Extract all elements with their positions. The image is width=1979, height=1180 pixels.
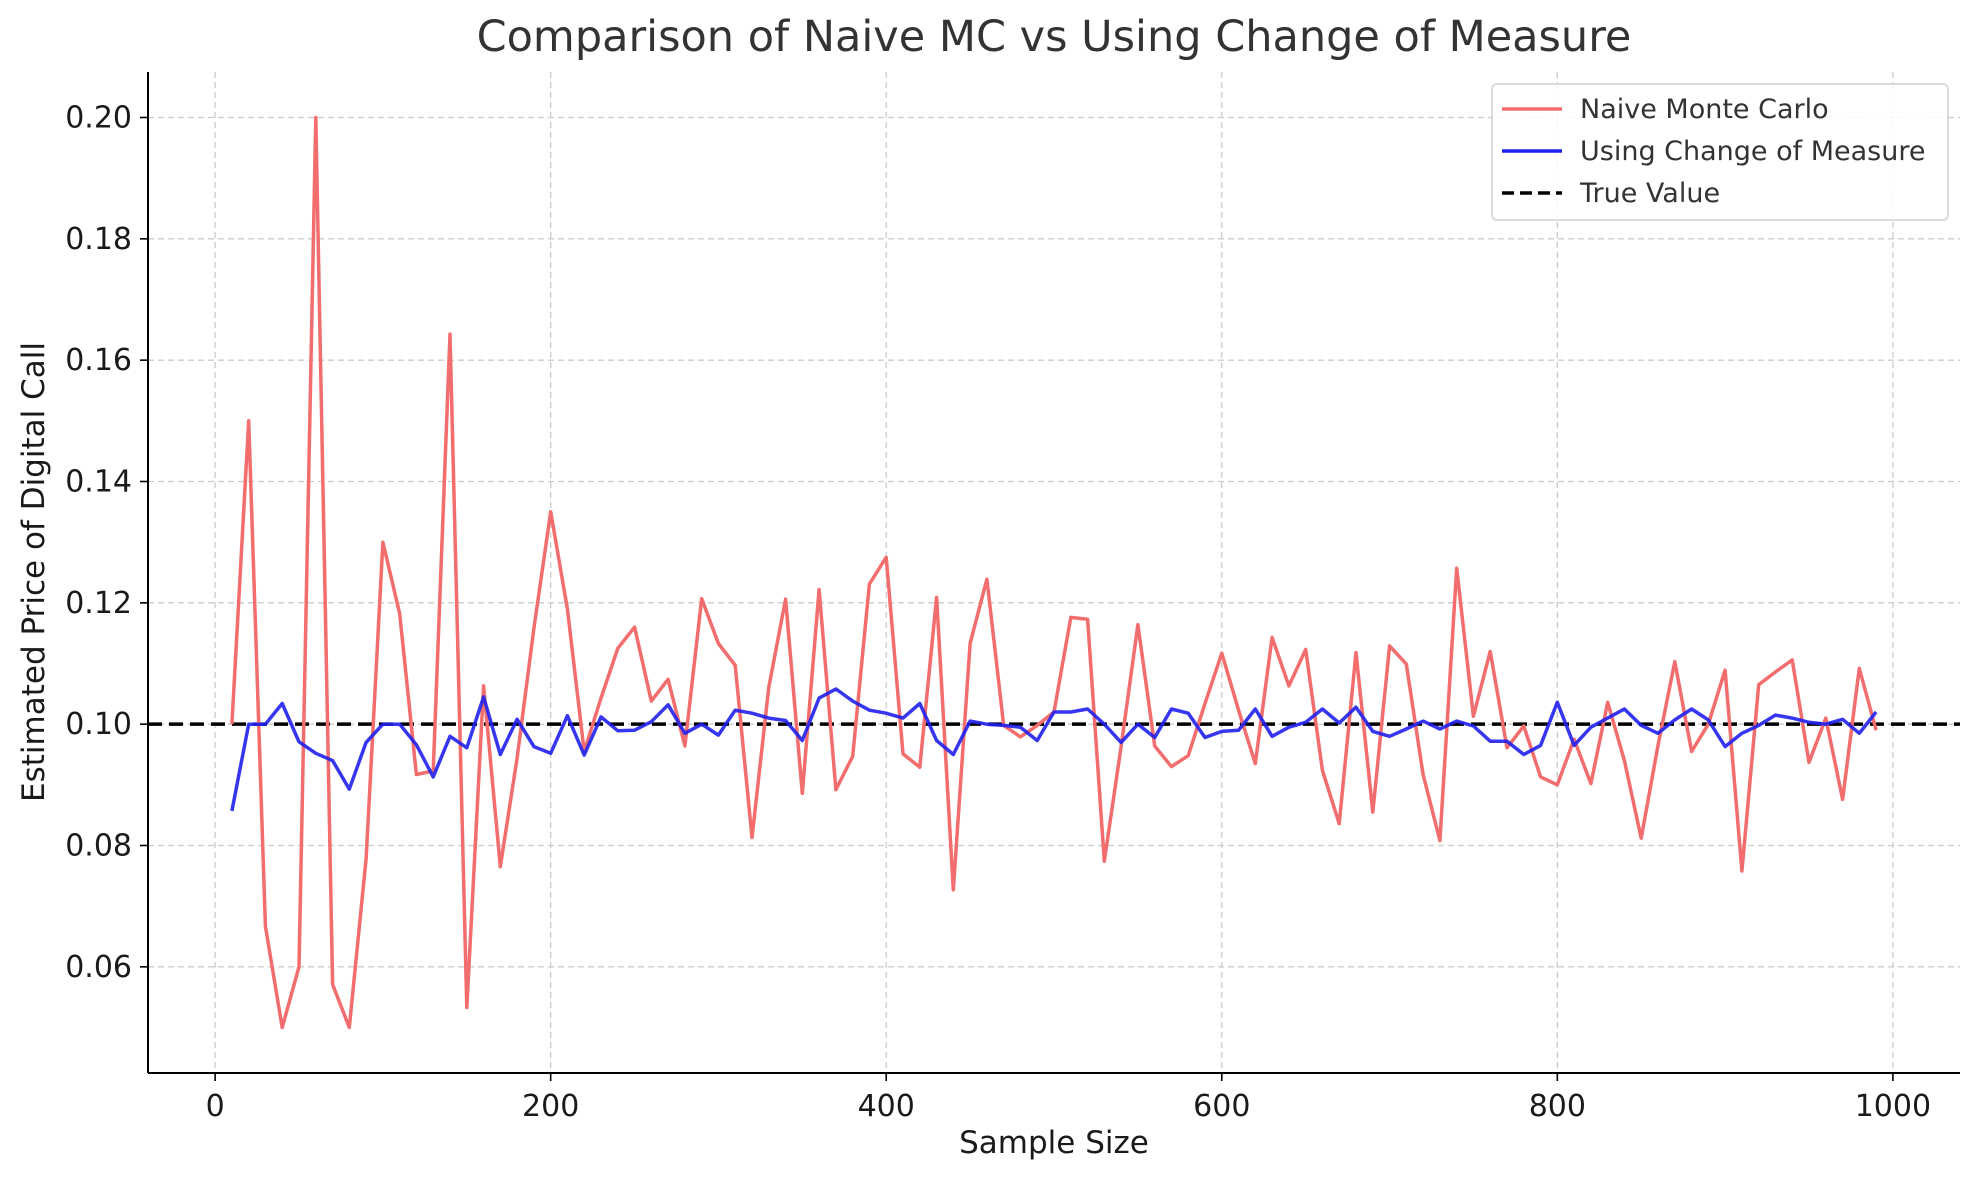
legend: Naive Monte Carlo Using Change of Measure…	[1491, 83, 1949, 221]
tick-labels: 0 200 400 600 800 1000 0.06 0.08 0.10 0.12 0.14 0.1…	[65, 101, 1931, 1125]
chart-title: Comparison of Naive MC vs Using Change o…	[477, 12, 1632, 62]
y-tick-label: 0.12	[65, 586, 132, 621]
legend-box	[1491, 83, 1949, 221]
x-tick-label: 200	[522, 1089, 579, 1124]
using-change-of-measure-line	[230, 687, 1878, 812]
legend-label: Using Change of Measure	[1580, 136, 1925, 167]
x-tick-label: 0	[206, 1089, 225, 1124]
y-tick-label: 0.16	[65, 343, 132, 378]
x-tick-label: 800	[1529, 1089, 1586, 1124]
legend-label: Naive Monte Carlo	[1580, 94, 1829, 125]
y-axis-label: Estimated Price of Digital Call	[16, 342, 52, 802]
y-tick-label: 0.08	[65, 829, 132, 864]
series-group	[230, 115, 1878, 1030]
x-tick-label: 400	[858, 1089, 915, 1124]
y-tick-label: 0.20	[65, 101, 132, 136]
y-tick-label: 0.06	[65, 950, 132, 985]
x-tick-label: 1000	[1855, 1089, 1931, 1124]
axes	[140, 72, 1960, 1081]
y-tick-label: 0.14	[65, 465, 132, 500]
x-tick-label: 600	[1193, 1089, 1250, 1124]
y-tick-label: 0.18	[65, 222, 132, 257]
legend-label: True Value	[1579, 178, 1720, 209]
y-tick-label: 0.10	[65, 707, 132, 742]
x-axis-label: Sample Size	[959, 1125, 1149, 1161]
